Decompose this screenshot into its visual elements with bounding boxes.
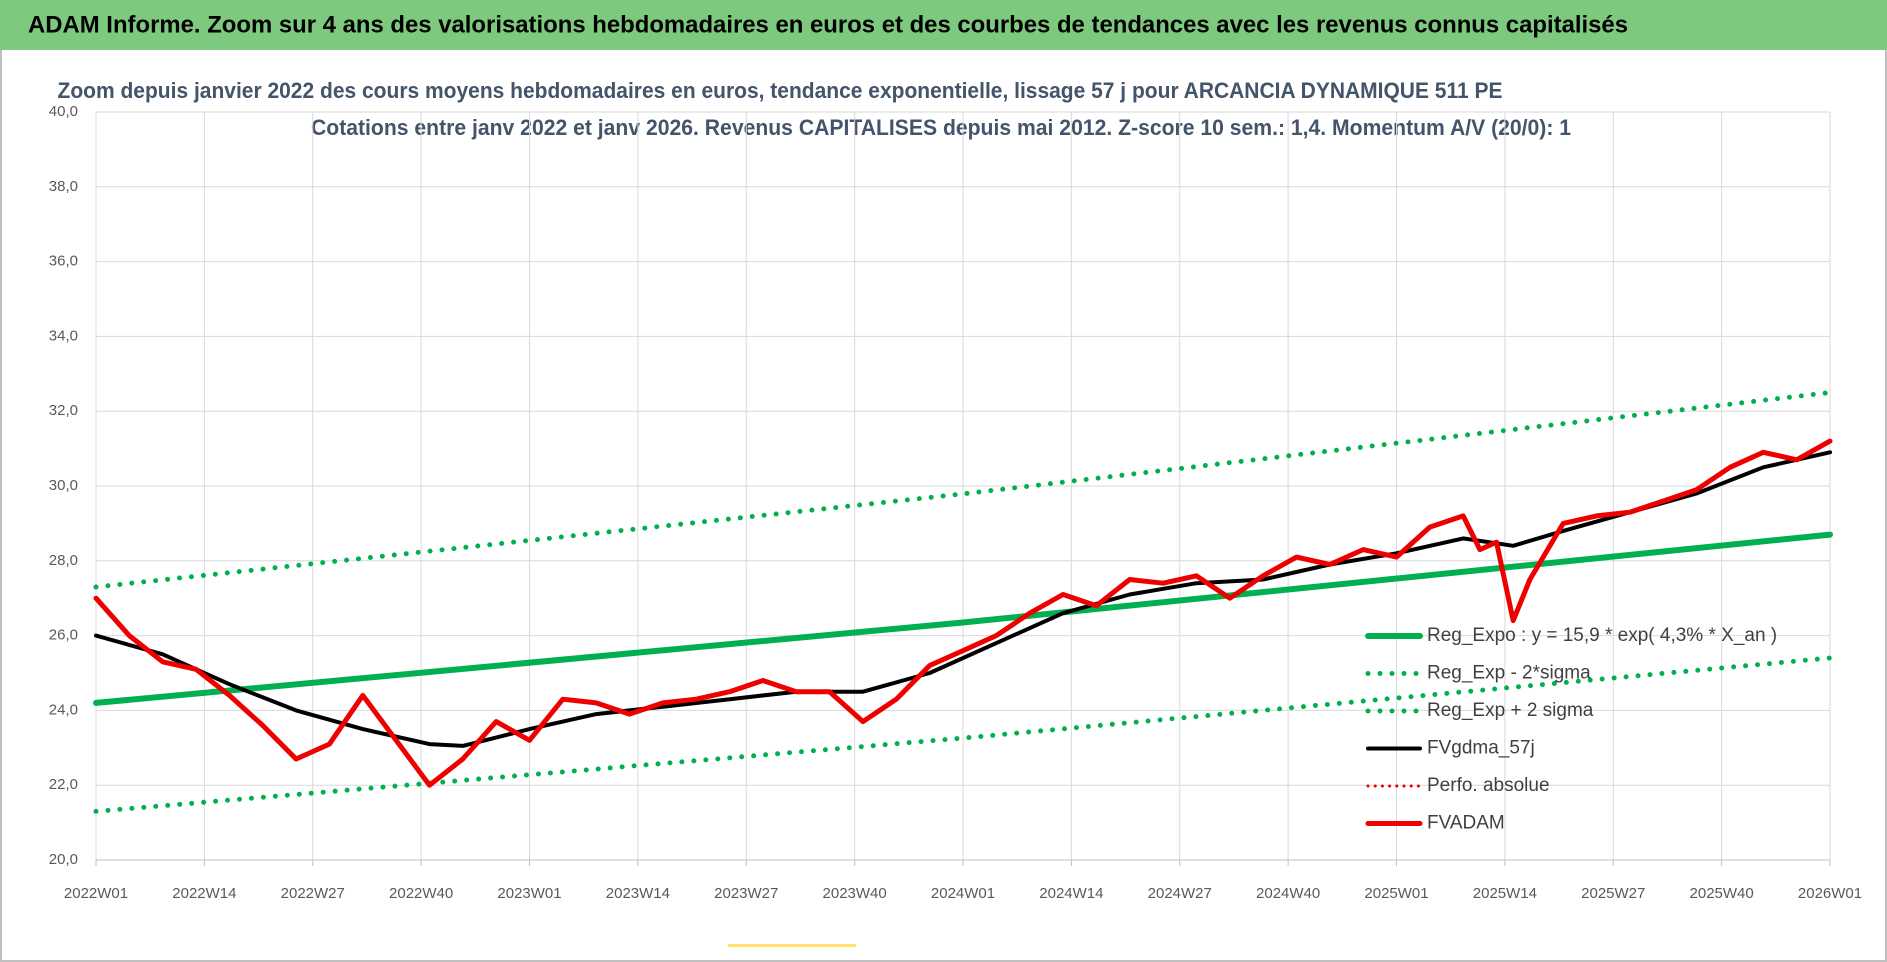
x-tick-label: 2022W01: [64, 885, 128, 902]
y-tick-label: 34,0: [49, 327, 78, 344]
x-tick-label: 2023W40: [823, 885, 887, 902]
y-tick-label: 20,0: [49, 851, 78, 868]
x-tick-label: 2024W01: [931, 885, 995, 902]
series-line: [93, 438, 1833, 788]
x-tick-label: 2025W27: [1581, 885, 1645, 902]
decoration: [728, 944, 856, 947]
x-tick-label: 2024W27: [1148, 885, 1212, 902]
y-tick-label: 38,0: [49, 178, 78, 195]
x-tick-label: 2022W40: [389, 885, 453, 902]
x-tick-label: 2026W01: [1798, 885, 1862, 902]
x-tick-label: 2025W01: [1364, 885, 1428, 902]
y-tick-label: 26,0: [49, 627, 78, 644]
legend-label: Reg_Exp - 2*sigma: [1427, 663, 1591, 684]
legend-label: FVgdma_57j: [1427, 738, 1535, 759]
chart-subtitle: Cotations entre janv 2022 et janv 2026. …: [311, 115, 1571, 140]
y-tick-label: 30,0: [49, 477, 78, 494]
x-tick-label: 2022W27: [281, 885, 345, 902]
legend-label: Reg_Expo : y = 15,9 * exp( 4,3% * X_an ): [1427, 625, 1777, 646]
x-tick-label: 2024W14: [1039, 885, 1103, 902]
chart-title: Zoom depuis janvier 2022 des cours moyen…: [58, 78, 1503, 103]
legend-label: Reg_Exp + 2 sigma: [1427, 700, 1594, 721]
x-tick-label: 2025W40: [1690, 885, 1754, 902]
banner: ADAM Informe. Zoom sur 4 ans des valoris…: [28, 11, 1628, 38]
series-line: [93, 390, 1833, 590]
y-tick-label: 40,0: [49, 103, 78, 120]
x-tick-label: 2023W01: [497, 885, 561, 902]
x-tick-label: 2023W27: [714, 885, 778, 902]
series-line: [93, 655, 1833, 814]
y-tick-label: 28,0: [49, 552, 78, 569]
legend-label: Perfo. absolue: [1427, 775, 1550, 796]
y-tick-label: 22,0: [49, 776, 78, 793]
y-tick-label: 32,0: [49, 402, 78, 419]
y-tick-label: 36,0: [49, 253, 78, 270]
y-tick-label: 24,0: [49, 701, 78, 718]
x-tick-label: 2025W14: [1473, 885, 1537, 902]
x-tick-label: 2023W14: [606, 885, 670, 902]
x-tick-label: 2022W14: [172, 885, 236, 902]
banner-bar: [0, 0, 1887, 50]
legend-label: FVADAM: [1427, 813, 1505, 834]
x-tick-label: 2024W40: [1256, 885, 1320, 902]
